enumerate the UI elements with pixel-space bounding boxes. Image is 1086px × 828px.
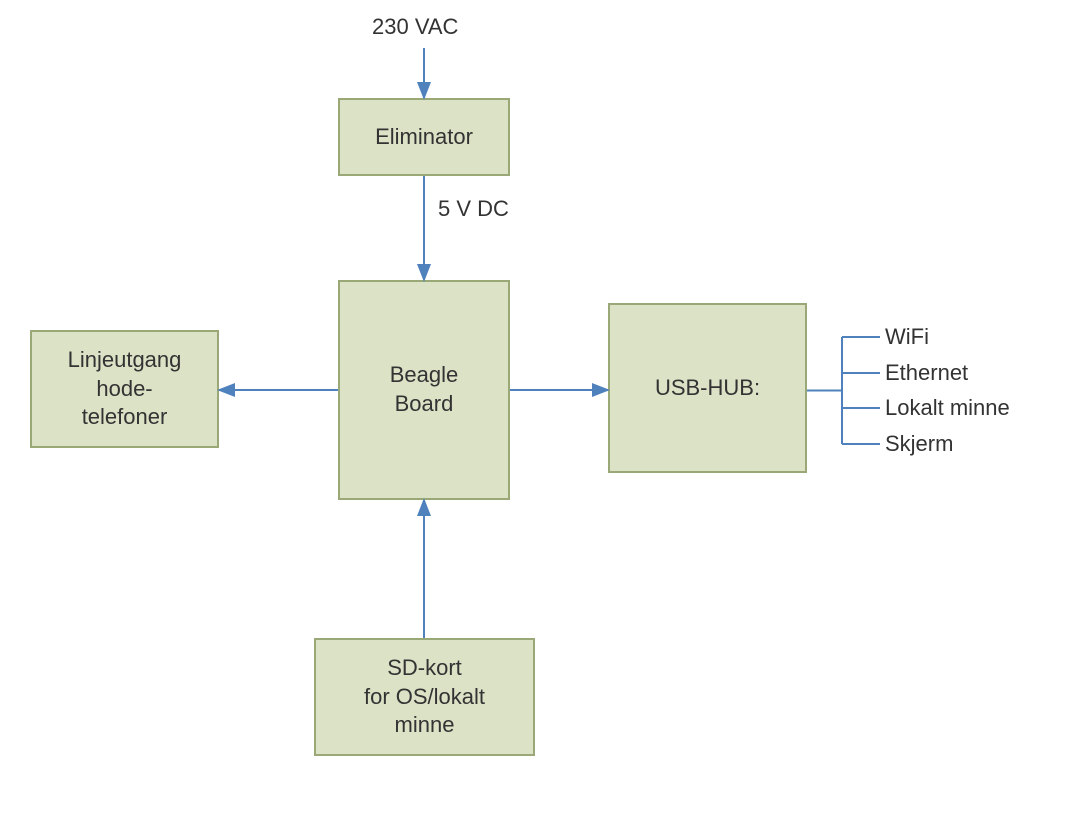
node-sd-kort: SD-kort for OS/lokalt minne bbox=[314, 638, 535, 756]
node-beagle-board-label: Beagle Board bbox=[390, 361, 459, 418]
label-230-vac: 230 VAC bbox=[372, 14, 458, 40]
diagram-canvas: Eliminator Beagle Board Linjeutgang hode… bbox=[0, 0, 1086, 828]
node-sd-kort-label: SD-kort for OS/lokalt minne bbox=[364, 654, 485, 740]
node-usb-hub: USB-HUB: bbox=[608, 303, 807, 473]
bracket-item-wifi: WiFi bbox=[885, 324, 929, 350]
bracket-item-lokalt-minne: Lokalt minne bbox=[885, 395, 1010, 421]
label-5-v-dc: 5 V DC bbox=[438, 196, 509, 222]
node-linjeutgang: Linjeutgang hode- telefoner bbox=[30, 330, 219, 448]
node-linjeutgang-label: Linjeutgang hode- telefoner bbox=[68, 346, 182, 432]
node-usb-hub-label: USB-HUB: bbox=[655, 374, 760, 403]
node-eliminator-label: Eliminator bbox=[375, 123, 473, 152]
bracket-item-ethernet: Ethernet bbox=[885, 360, 968, 386]
bracket-item-skjerm: Skjerm bbox=[885, 431, 953, 457]
node-beagle-board: Beagle Board bbox=[338, 280, 510, 500]
node-eliminator: Eliminator bbox=[338, 98, 510, 176]
